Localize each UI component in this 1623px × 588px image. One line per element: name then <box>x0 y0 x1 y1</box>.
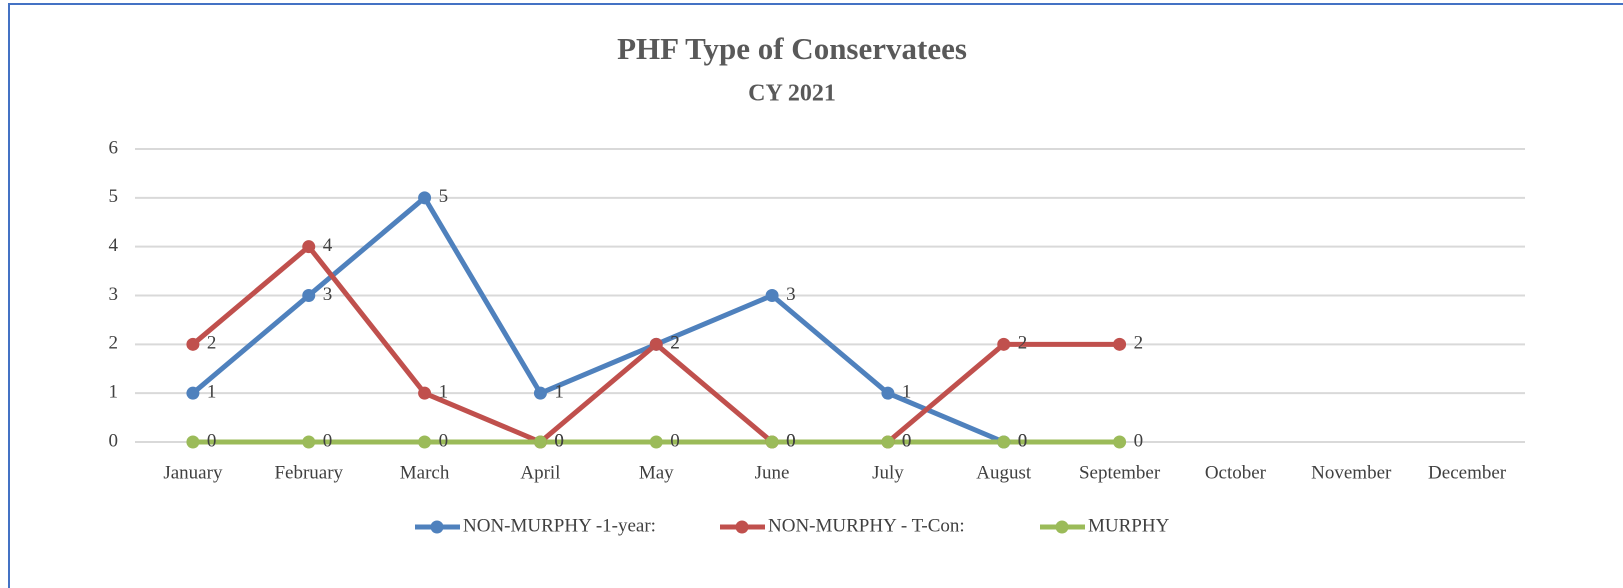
data-label: 1 <box>554 382 564 403</box>
x-tick-label: March <box>400 462 450 483</box>
x-tick-label: February <box>274 462 343 483</box>
data-label: 0 <box>1018 430 1028 451</box>
data-label: 3 <box>786 284 796 305</box>
data-label: 0 <box>1134 430 1144 451</box>
y-tick-label: 4 <box>109 235 119 256</box>
x-tick-label: December <box>1428 462 1507 483</box>
point <box>765 289 779 302</box>
x-tick-label: May <box>639 462 674 483</box>
legend-label: NON-MURPHY -1-year: <box>463 515 656 536</box>
point <box>186 386 200 400</box>
data-label: 0 <box>207 430 217 451</box>
data-label: 3 <box>323 284 333 305</box>
frame <box>8 3 1623 588</box>
legend-label: NON-MURPHY - T-Con: <box>768 515 965 536</box>
point <box>186 435 200 449</box>
data-label: 1 <box>902 382 912 403</box>
legend-marker <box>1055 520 1069 534</box>
chart-title: PHF Type of Conservatees <box>617 31 967 66</box>
data-label: 1 <box>207 382 217 403</box>
point <box>649 435 663 449</box>
point <box>765 435 779 449</box>
data-label: 0 <box>323 430 333 451</box>
x-tick-label: October <box>1205 462 1267 483</box>
data-label: 2 <box>1018 333 1028 354</box>
data-label: 0 <box>670 430 680 451</box>
data-label: 1 <box>439 382 449 403</box>
y-tick-label: 3 <box>109 284 119 305</box>
point <box>418 435 432 449</box>
x-tick-label: November <box>1311 462 1392 483</box>
point <box>881 435 895 449</box>
series-line <box>191 195 1005 445</box>
data-label: 2 <box>207 333 217 354</box>
point <box>302 289 316 302</box>
data-label: 0 <box>554 430 564 451</box>
data-label: 0 <box>902 430 912 451</box>
data-label: 4 <box>323 235 333 256</box>
chart-subtitle: CY 2021 <box>748 81 836 107</box>
data-label: 0 <box>902 430 912 451</box>
point <box>1113 435 1127 449</box>
x-tick-label: September <box>1079 462 1161 483</box>
point <box>533 386 547 400</box>
data-label: 5 <box>439 186 449 207</box>
y-tick-label: 2 <box>109 333 119 354</box>
data-label: 2 <box>1134 333 1144 354</box>
legend-marker <box>735 520 749 534</box>
point <box>186 337 200 351</box>
y-tick-label: 0 <box>109 430 119 451</box>
point <box>997 435 1011 449</box>
data-label: 2 <box>670 333 680 354</box>
data-label: 0 <box>1018 430 1028 451</box>
point <box>1113 337 1127 351</box>
point <box>418 386 432 400</box>
point <box>997 337 1011 351</box>
legend-marker <box>430 520 444 534</box>
point <box>302 240 316 254</box>
data-label: 0 <box>439 430 449 451</box>
y-tick-label: 5 <box>109 186 119 207</box>
data-label: 0 <box>786 430 796 451</box>
x-tick-label: January <box>163 462 223 483</box>
point <box>533 435 547 449</box>
x-tick-label: June <box>755 462 790 483</box>
y-tick-label: 6 <box>109 137 119 158</box>
data-label: 0 <box>786 430 796 451</box>
point <box>649 337 663 351</box>
point <box>302 435 316 449</box>
point <box>418 191 432 205</box>
legend-label: MURPHY <box>1088 515 1170 536</box>
x-tick-label: April <box>520 462 560 483</box>
data-label: 2 <box>670 333 680 354</box>
y-tick-label: 1 <box>109 382 119 403</box>
x-tick-label: July <box>872 462 904 483</box>
data-label: 0 <box>554 430 564 451</box>
point <box>881 386 895 400</box>
x-tick-label: August <box>976 462 1032 483</box>
